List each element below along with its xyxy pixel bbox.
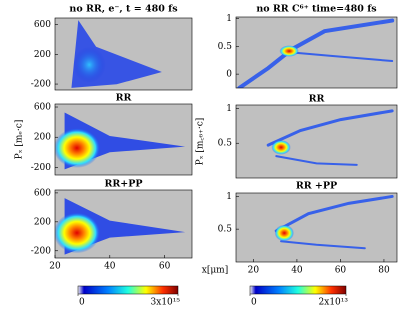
x-tick-label: 40 <box>291 266 303 276</box>
y-tick-label: 600 <box>34 188 51 198</box>
y-tick-label: 0 <box>226 70 232 80</box>
plot-area <box>236 17 397 88</box>
x-tick-label: 80 <box>378 266 390 276</box>
density-streak <box>291 51 394 63</box>
colorbar <box>249 285 347 295</box>
y-tick-label: 0.5 <box>218 139 233 149</box>
y-tick-label: -200 <box>31 246 51 256</box>
y-tick-label: 1 <box>226 104 232 114</box>
heatmap <box>266 109 394 166</box>
colorbar-tick-label: 0 <box>79 298 85 308</box>
y-tick-label: 200 <box>34 50 51 60</box>
y-tick-label: -200 <box>31 80 51 90</box>
y-tick-label: 0.5 <box>218 42 233 52</box>
y-tick-label: 1 <box>226 192 232 202</box>
density-streak <box>280 240 366 250</box>
panel-title: RR <box>309 94 325 105</box>
panel-title: RR <box>116 93 132 104</box>
colorbar-tick-label: 3x10¹⁵ <box>151 298 181 308</box>
density-streak <box>274 194 394 233</box>
y-tick-label: 1 <box>226 14 232 24</box>
heatmap <box>55 112 186 170</box>
plot-area <box>236 105 397 178</box>
colorbar <box>77 285 179 295</box>
density-streak <box>266 109 394 147</box>
density-core <box>55 212 101 254</box>
plot-frame <box>54 189 193 259</box>
x-tick-label: 20 <box>49 262 61 272</box>
y-tick-label: 200 <box>34 217 51 227</box>
x-tick-label: 20 <box>248 266 260 276</box>
heatmap <box>55 198 186 255</box>
plot-area <box>236 193 397 262</box>
density-streak <box>275 155 358 166</box>
y-tick-label: 200 <box>34 133 51 143</box>
density-core <box>271 140 291 155</box>
plot-frame <box>54 17 193 91</box>
heatmap <box>71 20 162 88</box>
panel-title: RR +PP <box>296 181 337 192</box>
heatmap <box>274 194 394 250</box>
y-tick-label: 0.5 <box>218 225 233 235</box>
plot-frame <box>235 104 398 179</box>
y-axis-label: Pₓ [m꜀₆₊·c] <box>196 118 206 166</box>
panel-title: no RR C⁶⁺ time=480 fs <box>256 4 376 15</box>
plot-frame <box>54 103 193 176</box>
plot-frame <box>235 16 398 89</box>
colorbar-tick-label: 0 <box>251 298 257 308</box>
density-core <box>72 46 106 83</box>
panel-title: no RR, e⁻, t = 480 fs <box>69 4 177 15</box>
y-tick-label: 600 <box>34 20 51 30</box>
plot-frame <box>235 192 398 263</box>
y-tick-label: 600 <box>34 103 51 113</box>
x-axis-label: x[μm] <box>202 266 228 276</box>
panel-title: RR+PP <box>104 179 142 190</box>
density-core <box>279 45 299 57</box>
x-tick-label: 60 <box>159 262 171 272</box>
density-core <box>55 128 101 168</box>
x-tick-label: 40 <box>104 262 116 272</box>
heatmap <box>237 18 395 88</box>
density-core <box>274 224 294 242</box>
y-axis-label: Pₓ [mₑ·c] <box>15 120 25 160</box>
y-tick-label: -200 <box>31 163 51 173</box>
x-tick-label: 60 <box>335 266 347 276</box>
colorbar-tick-label: 2x10¹³ <box>319 298 349 308</box>
